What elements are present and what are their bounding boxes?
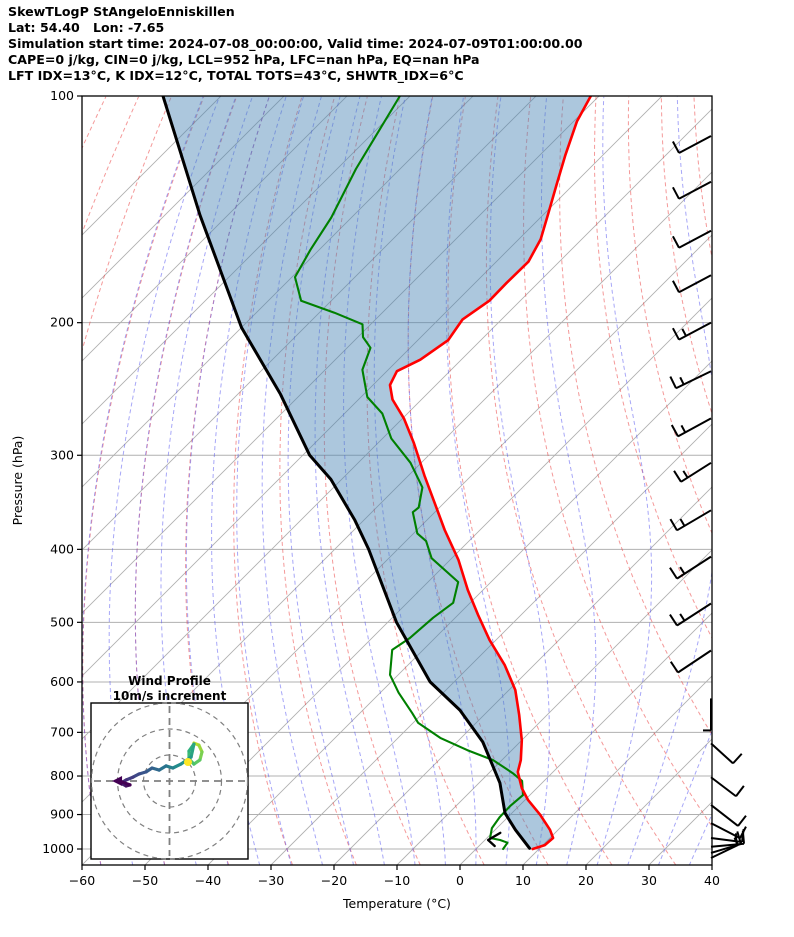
hodograph-arrowhead	[112, 776, 123, 786]
svg-text:0: 0	[456, 873, 464, 888]
hodograph-subtitle: 10m/s increment	[113, 689, 227, 703]
hodograph-surface-marker	[183, 758, 192, 767]
y-axis-label: Pressure (hPa)	[10, 436, 25, 526]
svg-text:900: 900	[50, 807, 74, 822]
page-title: SkewTLogP StAngeloEnniskillen	[8, 4, 235, 19]
svg-text:20: 20	[578, 873, 594, 888]
svg-text:30: 30	[641, 873, 657, 888]
svg-text:−50: −50	[132, 873, 158, 888]
plot-area	[82, 96, 712, 865]
header-times: Simulation start time: 2024-07-08_00:00:…	[8, 35, 583, 51]
svg-text:500: 500	[50, 614, 74, 629]
svg-text:100: 100	[50, 88, 74, 103]
svg-text:−30: −30	[258, 873, 284, 888]
svg-text:10: 10	[515, 873, 531, 888]
header-latlon: Lat: 54.40 Lon: -7.65	[8, 19, 165, 35]
svg-text:−20: −20	[321, 873, 347, 888]
parcel-curve	[161, 96, 532, 850]
svg-text:40: 40	[704, 873, 720, 888]
svg-text:−10: −10	[384, 873, 410, 888]
y-axis: 100 200 300 400 500 600 700 800 900 1000 Pressure …	[10, 88, 82, 856]
x-axis: −60 −50 −40 −30 −20 −10 0 10 20 30 40 Temperature (…	[69, 865, 720, 911]
cin-shade-region	[163, 96, 591, 849]
header-indices-2: LFT IDX=13°C, K IDX=12°C, TOTAL TOTS=43°…	[8, 67, 464, 83]
wind-barbs	[669, 135, 747, 859]
header-indices-1: CAPE=0 j/kg, CIN=0 j/kg, LCL=952 hPa, LF…	[8, 51, 480, 67]
svg-text:400: 400	[50, 541, 74, 556]
svg-text:700: 700	[50, 724, 74, 739]
svg-text:800: 800	[50, 768, 74, 783]
svg-text:600: 600	[50, 674, 74, 689]
svg-text:300: 300	[50, 447, 74, 462]
header-block: SkewTLogP StAngeloEnniskillen Lat: 54.40…	[8, 4, 582, 84]
x-axis-label: Temperature (°C)	[342, 896, 451, 911]
hodograph-title: Wind Profile	[128, 674, 211, 688]
svg-text:1000: 1000	[42, 841, 74, 856]
svg-text:−40: −40	[195, 873, 221, 888]
temperature-curve	[388, 96, 593, 851]
parcel-spur	[486, 831, 502, 848]
svg-text:−60: −60	[69, 873, 95, 888]
svg-text:200: 200	[50, 315, 74, 330]
